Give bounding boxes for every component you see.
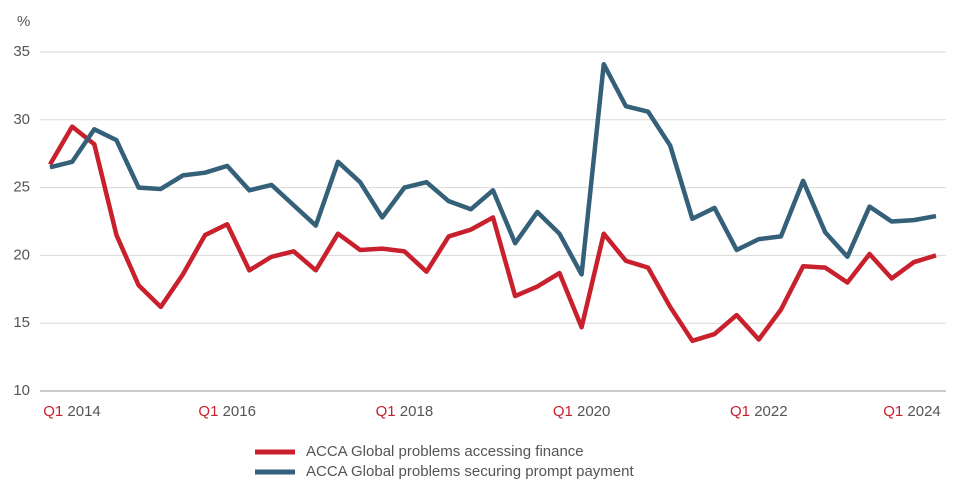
x-tick-label: Q1 2014	[43, 403, 101, 420]
line-series	[49, 61, 937, 277]
y-tick-label: 15	[13, 314, 30, 331]
x-tick-label: Q1 2016	[198, 403, 256, 420]
y-tick-label: 20	[13, 246, 30, 263]
legend-label: ACCA Global problems securing prompt pay…	[306, 463, 634, 480]
y-tick-label: 25	[13, 179, 30, 196]
y-tick-label: 35	[13, 43, 30, 60]
y-tick-label: 30	[13, 111, 30, 128]
x-tick-label: Q1 2024	[883, 403, 941, 420]
legend-label: ACCA Global problems accessing finance	[306, 443, 584, 460]
x-tick-label: Q1 2018	[376, 403, 434, 420]
x-tick-label: Q1 2022	[730, 403, 788, 420]
x-tick-label: Q1 2020	[553, 403, 611, 420]
y-tick-label: 10	[13, 382, 30, 399]
y-unit: %	[17, 13, 30, 30]
line-series	[48, 124, 937, 344]
